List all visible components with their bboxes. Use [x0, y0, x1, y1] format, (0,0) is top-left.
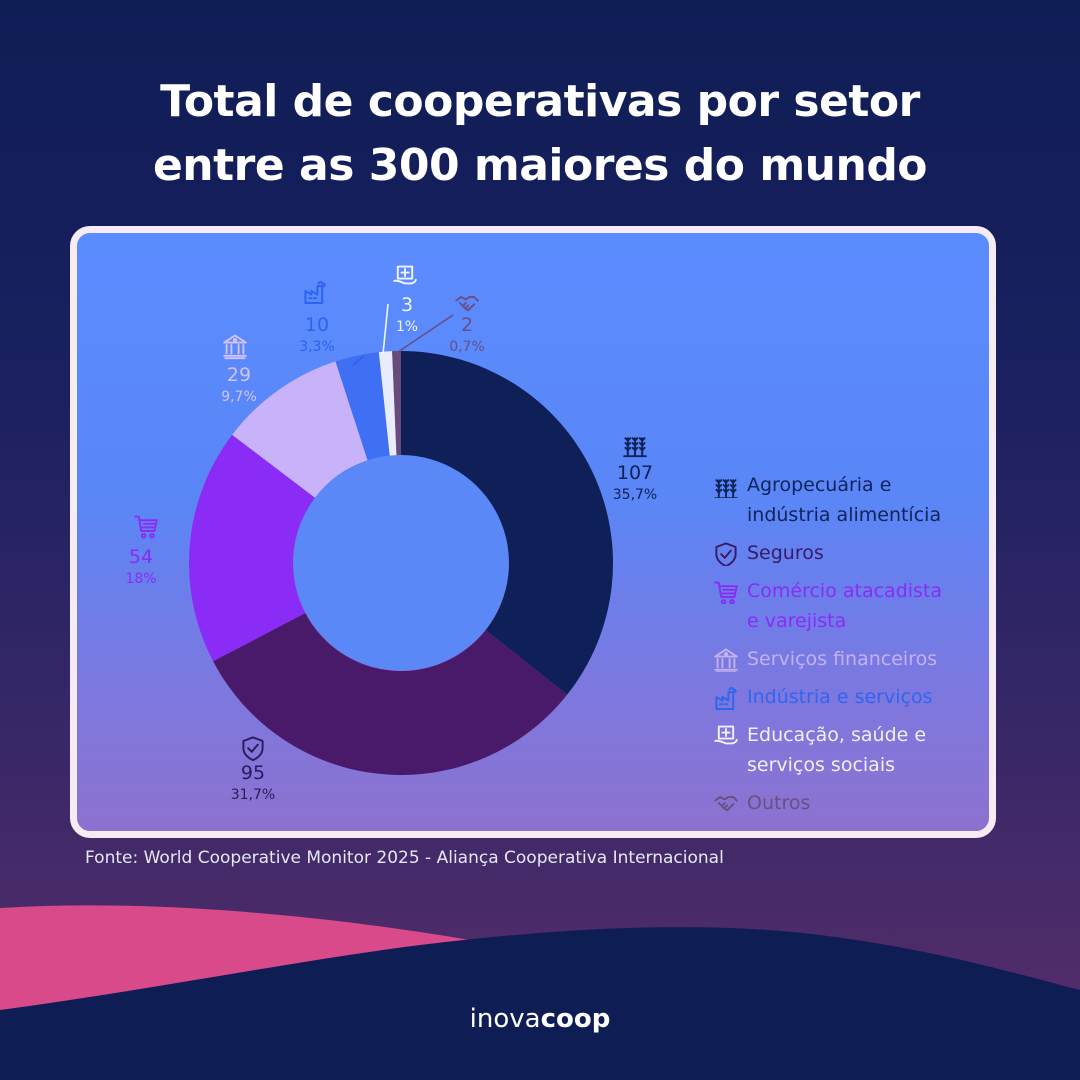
legend-item: Indústria e serviços — [713, 682, 975, 712]
legend-label: Outros — [747, 788, 975, 818]
slice-value-label: 54 — [129, 546, 153, 568]
legend-item: Comércio atacadista e varejista — [713, 576, 975, 636]
source-note: Fonte: World Cooperative Monitor 2025 - … — [85, 848, 724, 868]
slice-value-label: 2 — [461, 314, 473, 336]
shopping-cart-icon — [134, 515, 158, 539]
legend-label: Educação, saúde e serviços sociais — [747, 720, 975, 780]
handshake-icon — [714, 796, 738, 812]
donut-hole — [294, 456, 508, 670]
shopping-cart-icon — [714, 581, 738, 604]
shield-check-icon — [715, 542, 737, 566]
slice-percent-label: 1% — [396, 319, 418, 335]
legend-label-line: e varejista — [747, 610, 847, 632]
legend-label: Indústria e serviços — [747, 682, 975, 712]
legend-label-line: Outros — [747, 792, 811, 814]
legend-icon-wrap — [715, 687, 737, 710]
legend-icon-wrap — [714, 581, 738, 604]
legend-label-line: Comércio atacadista — [747, 580, 943, 602]
factory-icon — [304, 281, 326, 304]
medical-hand-icon — [714, 725, 738, 745]
legend-label: Comércio atacadista e varejista — [747, 576, 975, 636]
chart-title: Total de cooperativas por setor entre as… — [0, 70, 1080, 198]
legend-icon-wrap — [714, 648, 738, 672]
brand-logo: inovacoop — [0, 1004, 1080, 1034]
slice-label: 29 9,7% — [221, 334, 257, 405]
chart-card: 107 35,7% 95 31,7% 54 18% 29 9,7% 10 3,3% 3 1% 2 0,7%… — [70, 226, 996, 838]
slice-value-label: 95 — [241, 762, 265, 784]
legend-icon-wrap — [714, 479, 738, 498]
legend-label-line: Agropecuária e — [747, 474, 892, 496]
wheat-icon — [623, 437, 647, 458]
slice-label: 10 3,3% — [299, 281, 365, 366]
bank-icon — [223, 334, 247, 360]
legend-item: Serviços financeiros — [713, 644, 975, 674]
donut-slice — [335, 352, 390, 461]
legend-label-line: indústria alimentícia — [747, 504, 942, 526]
legend-icon-wrap — [714, 796, 738, 812]
wheat-icon — [714, 479, 738, 498]
legend-label-line: Educação, saúde e — [747, 724, 927, 746]
legend-item: Educação, saúde e serviços sociais — [713, 720, 975, 780]
legend-label: Agropecuária e indústria alimentícia — [747, 470, 975, 530]
legend-label-line: Serviços financeiros — [747, 648, 938, 670]
slice-percent-label: 35,7% — [613, 487, 657, 503]
donut-slice — [232, 361, 368, 498]
legend-label-line: Seguros — [747, 542, 824, 564]
slice-percent-label: 18% — [125, 571, 156, 587]
leader-line — [394, 314, 454, 355]
donut-slice — [213, 613, 568, 775]
slice-percent-label: 0,7% — [449, 339, 485, 355]
handshake-icon — [455, 296, 479, 312]
slice-value-label: 29 — [227, 364, 251, 386]
leader-line — [382, 303, 389, 355]
slice-percent-label: 3,3% — [299, 339, 335, 355]
donut-slice — [401, 351, 613, 695]
title-line-1: Total de cooperativas por setor — [160, 76, 920, 127]
slice-label: 107 35,7% — [613, 437, 657, 503]
slice-percent-label: 31,7% — [231, 787, 275, 803]
slice-label: 31% — [382, 265, 418, 355]
donut-slice — [392, 351, 401, 456]
legend-label: Seguros — [747, 538, 975, 568]
legend-icon-wrap — [715, 542, 737, 566]
legend-label-line: Indústria e serviços — [747, 686, 933, 708]
legend-item: Agropecuária e indústria alimentícia — [713, 470, 975, 530]
navy-wave — [0, 927, 1080, 1080]
legend-label-line: serviços sociais — [747, 754, 896, 776]
slice-value-label: 10 — [305, 314, 329, 336]
slice-percent-label: 9,7% — [221, 389, 257, 405]
legend-label: Serviços financeiros — [747, 644, 975, 674]
brand-part-2: coop — [540, 1004, 611, 1034]
slice-value-label: 107 — [617, 462, 653, 484]
title-line-2: entre as 300 maiores do mundo — [152, 140, 928, 191]
slice-label: 95 31,7% — [231, 736, 275, 803]
slice-value-label: 3 — [401, 294, 413, 316]
leader-line — [352, 355, 365, 366]
medical-hand-icon — [393, 265, 417, 285]
decorative-waves — [0, 905, 1080, 1080]
shield-check-icon — [242, 736, 264, 762]
factory-icon — [715, 687, 737, 710]
brand-part-1: inova — [469, 1004, 541, 1034]
bank-icon — [714, 648, 738, 672]
legend-item: Seguros — [713, 538, 975, 568]
slice-label: 2 0,7% — [394, 296, 485, 355]
legend-icon-wrap — [714, 725, 738, 745]
donut-slice — [189, 434, 315, 662]
legend-item: Outros — [713, 788, 975, 818]
donut-slice — [378, 351, 397, 456]
